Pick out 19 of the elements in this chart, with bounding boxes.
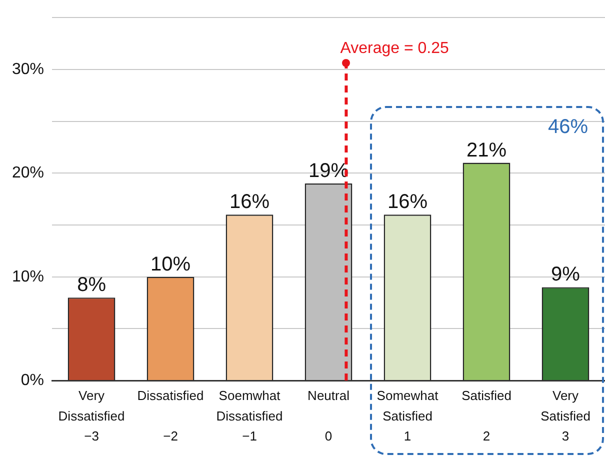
data-label: 10% bbox=[150, 253, 191, 276]
x-tick-label: Very Dissatisfied −3 bbox=[58, 388, 125, 444]
data-label: 16% bbox=[387, 191, 428, 214]
annotation: 46% bbox=[548, 116, 588, 139]
data-label: 8% bbox=[77, 274, 106, 296]
x-tick-label: Soemwhat Dissatisfied −1 bbox=[216, 388, 283, 444]
category-label: Dissatisfied −2 bbox=[137, 388, 204, 444]
data-label: 9% bbox=[551, 264, 580, 286]
category-label: Neutral 0 bbox=[308, 388, 350, 444]
y-tick-label: 30% bbox=[12, 60, 44, 78]
x-tick-label: Somewhat Satisfied 1 bbox=[376, 388, 439, 444]
data-label: 16% bbox=[230, 191, 270, 214]
category-label: Satisfied 2 bbox=[462, 388, 512, 444]
y-tick-label: 10% bbox=[12, 268, 44, 286]
y-tick-label: 20% bbox=[12, 164, 44, 182]
data-label: 21% bbox=[466, 139, 507, 162]
ref-line-label: Average = 0.25 bbox=[340, 40, 449, 58]
x-tick-label: Very Satisfied 3 bbox=[540, 388, 590, 444]
y-tick-label: 0% bbox=[20, 372, 44, 389]
